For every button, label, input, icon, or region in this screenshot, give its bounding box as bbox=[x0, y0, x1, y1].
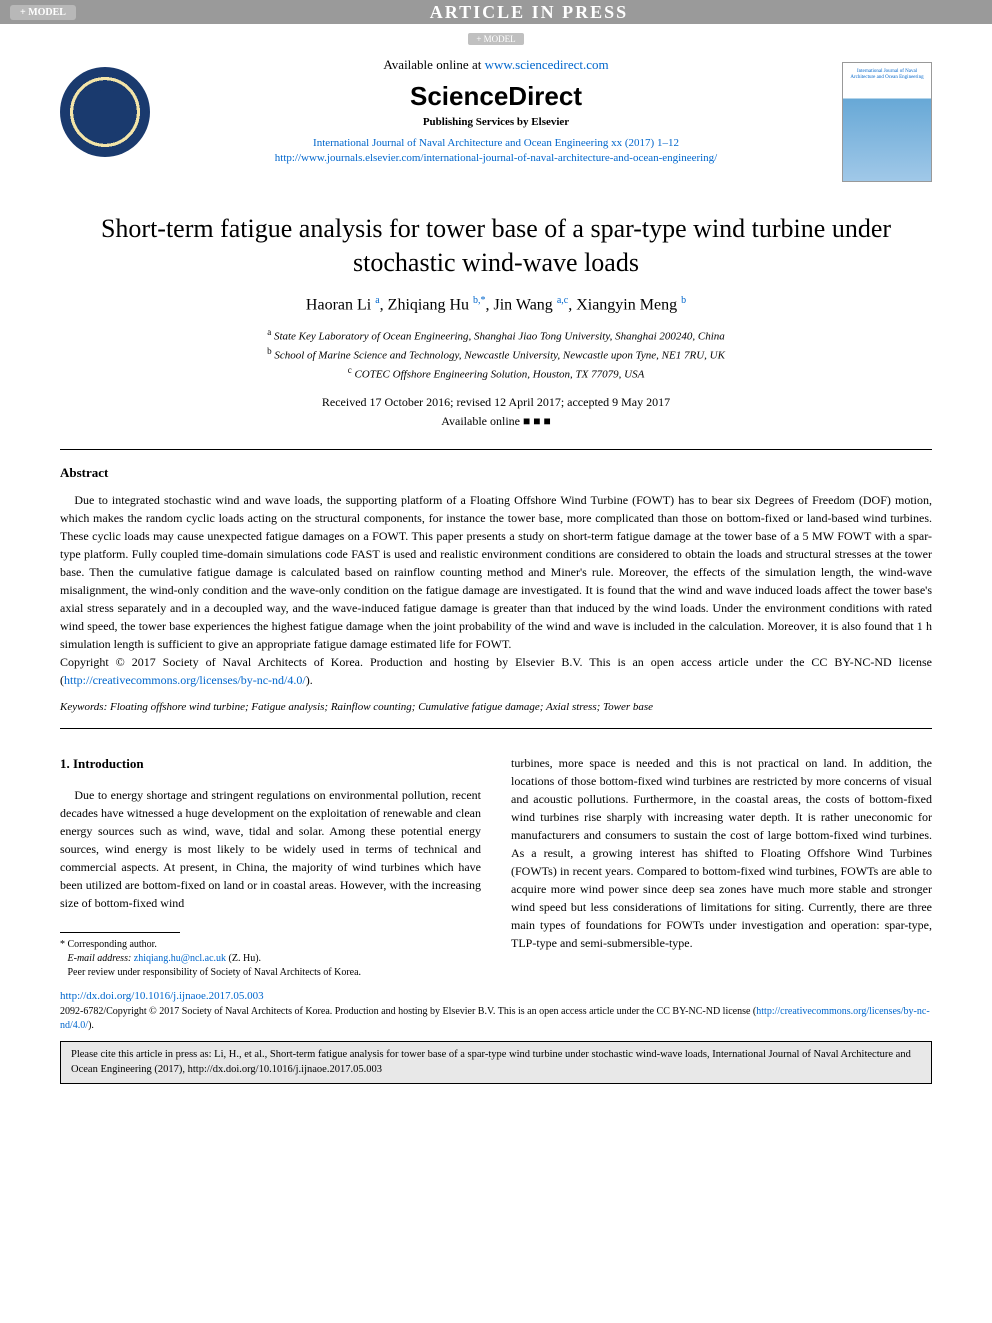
footer-copyright-prefix: 2092-6782/Copyright © 2017 Society of Na… bbox=[60, 1006, 756, 1017]
affiliations: a State Key Laboratory of Ocean Engineer… bbox=[0, 326, 992, 383]
keywords-label: Keywords: bbox=[60, 701, 107, 713]
intro-paragraph-right: turbines, more space is needed and this … bbox=[511, 754, 932, 952]
divider-before-abstract bbox=[60, 449, 932, 450]
column-left: 1. Introduction Due to energy shortage a… bbox=[60, 754, 481, 980]
abstract-text: Due to integrated stochastic wind and wa… bbox=[60, 491, 932, 653]
footer: http://dx.doi.org/10.1016/j.ijnaoe.2017.… bbox=[0, 980, 992, 1033]
article-title: Short-term fatigue analysis for tower ba… bbox=[0, 187, 992, 295]
journal-ref-link[interactable]: International Journal of Naval Architect… bbox=[170, 136, 822, 151]
sciencedirect-link[interactable]: www.sciencedirect.com bbox=[485, 57, 609, 72]
affiliation-b: b School of Marine Science and Technolog… bbox=[0, 345, 992, 364]
affil-a-text: State Key Laboratory of Ocean Engineerin… bbox=[274, 331, 725, 343]
journal-cover-thumbnail: International Journal of Naval Architect… bbox=[842, 62, 932, 182]
header-center: Available online at www.sciencedirect.co… bbox=[150, 57, 842, 167]
email-link[interactable]: zhiqiang.hu@ncl.ac.uk bbox=[134, 953, 226, 964]
sciencedirect-logo: ScienceDirect bbox=[170, 81, 822, 112]
publisher-header: Available online at www.sciencedirect.co… bbox=[0, 47, 992, 187]
peer-review-note: Peer review under responsibility of Soci… bbox=[60, 966, 481, 980]
article-in-press-label: ARTICLE IN PRESS bbox=[76, 2, 982, 23]
corresponding-author-note: * Corresponding author. bbox=[60, 938, 481, 952]
divider-after-keywords bbox=[60, 728, 932, 729]
footer-copyright: 2092-6782/Copyright © 2017 Society of Na… bbox=[60, 1005, 932, 1033]
affiliation-a: a State Key Laboratory of Ocean Engineer… bbox=[0, 326, 992, 345]
column-right: turbines, more space is needed and this … bbox=[511, 754, 932, 980]
affil-b-text: School of Marine Science and Technology,… bbox=[274, 350, 725, 362]
affil-c-text: COTEC Offshore Engineering Solution, Hou… bbox=[354, 369, 644, 381]
keywords: Keywords: Floating offshore wind turbine… bbox=[60, 701, 932, 713]
abstract-heading: Abstract bbox=[60, 465, 932, 481]
sub-model-row: + MODEL bbox=[0, 29, 992, 47]
sub-model-badge: + MODEL bbox=[468, 33, 523, 45]
journal-url-link[interactable]: http://www.journals.elsevier.com/interna… bbox=[170, 151, 822, 166]
journal-cover-title: International Journal of Naval Architect… bbox=[848, 69, 926, 80]
keywords-text: Floating offshore wind turbine; Fatigue … bbox=[107, 701, 653, 713]
publishing-services-label: Publishing Services by Elsevier bbox=[170, 116, 822, 128]
abstract-copyright: Copyright © 2017 Society of Naval Archit… bbox=[60, 653, 932, 689]
available-online-text: Available online at www.sciencedirect.co… bbox=[170, 57, 822, 73]
available-prefix: Available online at bbox=[383, 57, 484, 72]
article-dates: Received 17 October 2016; revised 12 Apr… bbox=[0, 395, 992, 410]
top-bar: + MODEL ARTICLE IN PRESS bbox=[0, 0, 992, 24]
email-line: E-mail address: zhiqiang.hu@ncl.ac.uk (Z… bbox=[60, 952, 481, 966]
intro-paragraph-left: Due to energy shortage and stringent reg… bbox=[60, 786, 481, 912]
available-online-date: Available online ■ ■ ■ bbox=[0, 414, 992, 429]
society-logo bbox=[60, 67, 150, 157]
email-label: E-mail address: bbox=[68, 953, 134, 964]
section-heading-introduction: 1. Introduction bbox=[60, 754, 481, 774]
footnote-separator bbox=[60, 932, 180, 933]
affiliation-c: c COTEC Offshore Engineering Solution, H… bbox=[0, 364, 992, 383]
footer-copyright-suffix: ). bbox=[88, 1020, 94, 1031]
body-columns: 1. Introduction Due to energy shortage a… bbox=[60, 754, 932, 980]
license-link[interactable]: http://creativecommons.org/licenses/by-n… bbox=[64, 673, 306, 687]
doi-link[interactable]: http://dx.doi.org/10.1016/j.ijnaoe.2017.… bbox=[60, 990, 932, 1002]
authors-line: Haoran Li a, Zhiqiang Hu b,*, Jin Wang a… bbox=[0, 295, 992, 314]
cite-box: Please cite this article in press as: Li… bbox=[60, 1041, 932, 1084]
peer-review-text: Peer review under responsibility of Soci… bbox=[68, 967, 362, 978]
email-suffix: (Z. Hu). bbox=[226, 953, 261, 964]
model-badge: + MODEL bbox=[10, 5, 76, 20]
copyright-suffix: ). bbox=[306, 673, 313, 687]
